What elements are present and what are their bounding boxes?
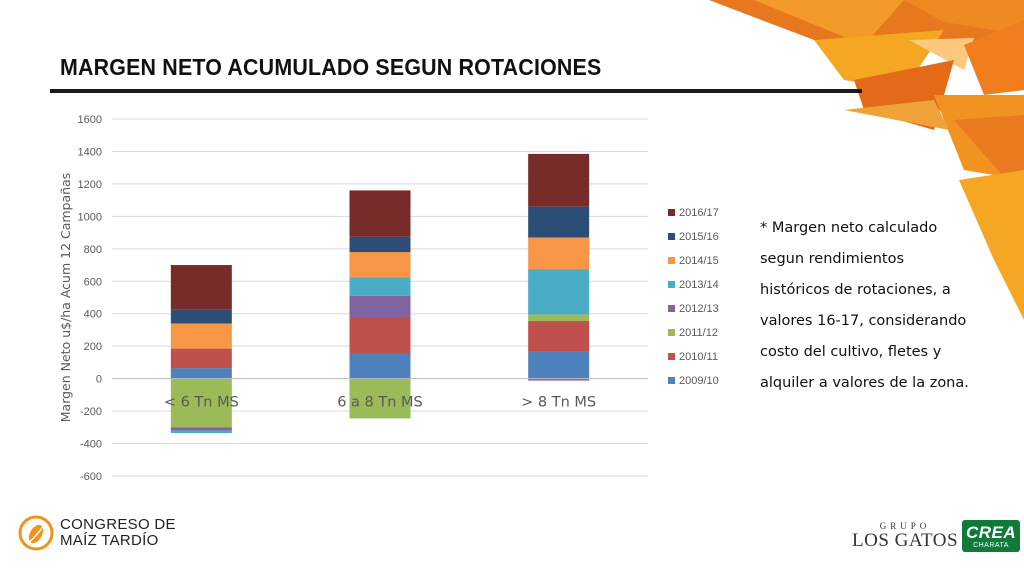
legend-label: 2012/13 xyxy=(679,303,719,315)
legend-label: 2016/17 xyxy=(679,207,719,219)
y-tick-label: 1200 xyxy=(78,179,102,191)
legend-swatch xyxy=(668,257,675,264)
bar-segment xyxy=(349,236,411,253)
y-tick-label: 1400 xyxy=(78,146,102,158)
grupo-los-gatos-logo: GRUPO LOS GATOS CREA CHARATA xyxy=(852,520,1021,552)
corn-logo-icon xyxy=(18,515,54,551)
bar-segment xyxy=(528,206,590,238)
y-tick-label: -200 xyxy=(80,406,102,418)
legend-label: 2013/14 xyxy=(679,279,719,291)
legend-swatch xyxy=(668,233,675,240)
title-underline xyxy=(50,89,862,93)
bar-segment xyxy=(170,427,232,431)
x-category-label: 6 a 8 Tn MS xyxy=(337,395,423,411)
y-axis-title: Margen Neto u$/ha Acum 12 Campañas xyxy=(58,173,73,423)
decorative-orange-shapes xyxy=(709,0,1024,320)
y-tick-label: -600 xyxy=(80,471,102,483)
bar-segment xyxy=(528,153,590,207)
bar-segment xyxy=(349,353,411,379)
crea-badge: CREA CHARATA xyxy=(962,520,1021,552)
bar-segment xyxy=(528,237,590,270)
bar-segment xyxy=(170,265,232,310)
congreso-line-2: MAÍZ TARDÍO xyxy=(60,532,159,549)
y-tick-label: 1000 xyxy=(78,211,102,223)
y-tick-label: 0 xyxy=(96,374,102,386)
bar-segment xyxy=(170,323,232,349)
page-title: MARGEN NETO ACUMULADO SEGUN ROTACIONES xyxy=(60,54,602,80)
x-category-label: < 6 Tn MS xyxy=(164,395,239,411)
bar-segment xyxy=(349,190,411,237)
y-tick-label: 800 xyxy=(84,244,102,256)
bar-segment xyxy=(170,430,232,433)
y-tick-label: 400 xyxy=(84,309,102,321)
crea-sub-label: CHARATA xyxy=(973,541,1009,549)
congreso-line-1: CONGRESO DE xyxy=(60,516,176,533)
bar-segment xyxy=(349,252,411,278)
y-tick-label: 600 xyxy=(84,276,102,288)
bar-segment xyxy=(528,321,590,352)
stacked-bar-chart: 1600 1400 1200 1000 800 600 400 200 0 -200 -400 -60… xyxy=(58,114,719,483)
grupo-label: GRUPO xyxy=(879,521,931,531)
congreso-logo: CONGRESO DE MAÍZ TARDÍO xyxy=(18,515,176,551)
legend-swatch xyxy=(668,209,675,216)
legend-label: 2009/10 xyxy=(679,375,719,387)
legend-label: 2011/12 xyxy=(679,327,718,339)
bar-segment xyxy=(528,351,590,379)
legend-swatch xyxy=(668,353,675,360)
legend-label: 2010/11 xyxy=(679,351,718,363)
bar-segment xyxy=(170,378,232,428)
y-tick-label: 1600 xyxy=(78,114,102,126)
crea-label: CREA xyxy=(965,522,1017,542)
bar-segment xyxy=(528,269,590,315)
bar-segment xyxy=(349,316,411,354)
x-category-label: > 8 Tn MS xyxy=(521,395,596,411)
bar-segment xyxy=(528,314,590,322)
legend-label: 2015/16 xyxy=(679,231,719,243)
chart-footnote: * Margen neto calculado segun rendimient… xyxy=(760,220,969,391)
bar-segment xyxy=(349,378,411,419)
bar-segment xyxy=(170,309,232,324)
bar-segment xyxy=(170,368,232,379)
legend-swatch xyxy=(668,281,675,288)
legend-swatch xyxy=(668,305,675,312)
bar-segment xyxy=(349,295,411,317)
y-tick-label: -400 xyxy=(80,439,102,451)
los-gatos-label: LOS GATOS xyxy=(852,530,959,551)
legend-label: 2014/15 xyxy=(679,255,719,267)
legend-swatch xyxy=(668,377,675,384)
bar-segment xyxy=(170,348,232,369)
bar-segment xyxy=(528,378,590,381)
y-tick-label: 200 xyxy=(84,341,102,353)
legend-swatch xyxy=(668,329,675,336)
bar-segment xyxy=(349,277,411,296)
